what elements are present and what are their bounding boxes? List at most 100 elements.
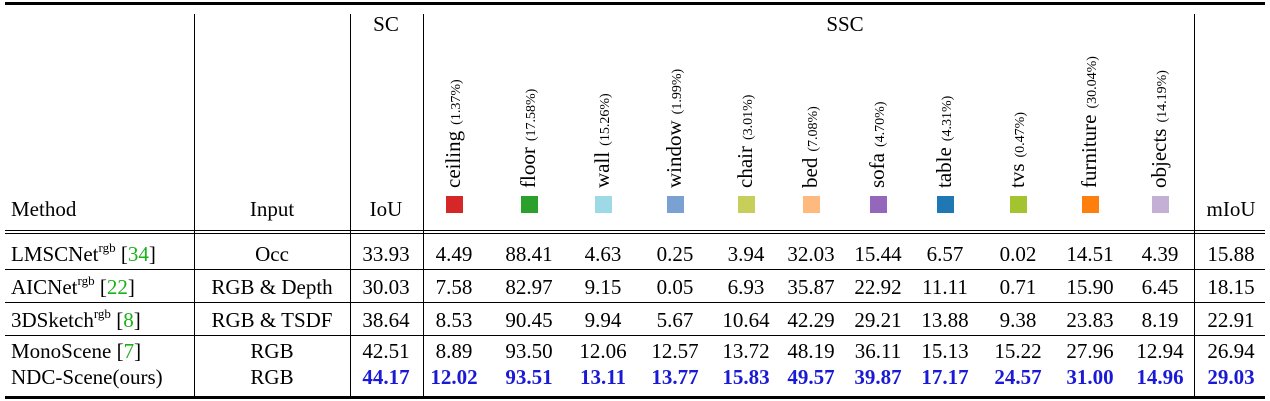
ssc-group-header: SSC [826, 12, 864, 36]
class-iou-cell: 4.63 [584, 242, 622, 266]
class-iou-cell: 3.94 [727, 242, 765, 266]
class-iou-cell: 15.22 [994, 339, 1042, 363]
sc-group-header: SC [373, 12, 399, 36]
class-iou-cell: 82.97 [505, 275, 553, 299]
iou-cell: 42.51 [362, 339, 410, 363]
class-color-swatch [937, 196, 954, 213]
class-header-window: window (1.99%) [662, 68, 686, 188]
class-percentage: (1.37%) [449, 79, 464, 125]
class-iou-cell: 90.45 [505, 308, 553, 332]
class-iou-cell: 9.15 [584, 275, 622, 299]
method-cell: 3DSketchrgb [8] [11, 306, 141, 332]
method-name: NDC-Scene(ours) [11, 365, 163, 389]
class-percentage: (17.58%) [524, 88, 539, 142]
method-cell: NDC-Scene(ours) [11, 367, 163, 388]
method-superscript: rgb [98, 240, 116, 255]
class-iou-cell: 17.17 [921, 365, 969, 389]
method-name: MonoScene [11, 339, 112, 363]
class-name: wall [590, 151, 614, 188]
iou-cell: 44.17 [362, 365, 410, 389]
bottom-rule [5, 396, 1265, 399]
class-iou-cell: 31.00 [1066, 365, 1114, 389]
class-iou-cell: 15.83 [722, 365, 770, 389]
row-rule-1 [5, 269, 1265, 270]
class-iou-cell: 93.50 [505, 339, 553, 363]
col-rule-input [350, 14, 351, 396]
class-name: objects [1147, 128, 1171, 188]
iou-cell: 38.64 [362, 308, 410, 332]
class-percentage: (1.99%) [670, 68, 685, 115]
class-color-swatch [870, 196, 887, 213]
class-name: sofa [865, 153, 889, 188]
class-header-table: table (4.31%) [932, 95, 956, 188]
class-percentage: (4.31%) [940, 95, 955, 142]
class-iou-cell: 0.05 [656, 275, 694, 299]
class-iou-cell: 6.45 [1141, 275, 1179, 299]
class-iou-cell: 6.93 [727, 275, 765, 299]
citation-link[interactable]: 22 [106, 275, 128, 299]
input-header: Input [249, 197, 295, 221]
class-name: floor [516, 147, 540, 188]
input-cell: RGB [250, 365, 294, 389]
miou-cell: 26.94 [1207, 339, 1255, 363]
class-color-swatch [1010, 196, 1027, 213]
class-iou-cell: 48.19 [787, 339, 835, 363]
method-name: AICNet [11, 275, 78, 299]
class-color-swatch [738, 196, 755, 213]
top-rule [5, 2, 1265, 5]
class-percentage: (30.04%) [1085, 56, 1100, 109]
class-iou-cell: 6.57 [926, 242, 964, 266]
col-rule-method [194, 14, 195, 396]
class-color-swatch [1082, 196, 1099, 213]
class-header-sofa: sofa (4.70%) [865, 102, 889, 189]
class-header-chair: chair (3.01%) [733, 95, 757, 188]
method-superscript: rgb [93, 306, 111, 321]
class-name: chair [733, 146, 757, 188]
citation-link[interactable]: 7 [123, 339, 135, 363]
miou-header: mIoU [1206, 197, 1256, 221]
iou-cell: 30.03 [362, 275, 410, 299]
class-iou-cell: 32.03 [787, 242, 835, 266]
class-header-furniture: furniture (30.04%) [1077, 56, 1101, 188]
class-iou-cell: 12.94 [1136, 339, 1184, 363]
method-cell: MonoScene [7] [11, 339, 142, 363]
input-cell: Occ [255, 242, 289, 266]
method-superscript: rgb [77, 273, 95, 288]
col-rule-ssc [1194, 14, 1195, 396]
class-iou-cell: 4.49 [435, 242, 473, 266]
class-color-swatch [521, 196, 538, 213]
class-iou-cell: 9.94 [584, 308, 622, 332]
class-header-wall: wall (15.26%) [590, 93, 614, 188]
iou-header: IoU [369, 197, 403, 221]
class-iou-cell: 49.57 [787, 365, 835, 389]
class-iou-cell: 13.77 [651, 365, 699, 389]
citation-link[interactable]: 8 [123, 308, 134, 332]
method-cell: AICNetrgb [22] [11, 273, 135, 299]
class-iou-cell: 14.96 [1136, 365, 1184, 389]
class-iou-cell: 15.13 [921, 339, 969, 363]
class-iou-cell: 8.89 [435, 339, 473, 363]
citation-link[interactable]: 34 [127, 242, 149, 266]
input-cell: RGB [250, 339, 294, 363]
class-percentage: (0.47%) [1013, 111, 1028, 158]
col-rule-sc [423, 14, 424, 396]
class-iou-cell: 4.39 [1141, 242, 1179, 266]
miou-cell: 29.03 [1207, 365, 1255, 389]
class-iou-cell: 24.57 [994, 365, 1042, 389]
class-iou-cell: 15.90 [1066, 275, 1114, 299]
class-iou-cell: 36.11 [854, 339, 902, 363]
class-iou-cell: 0.02 [999, 242, 1037, 266]
class-color-swatch [803, 196, 820, 213]
input-cell: RGB & TSDF [211, 308, 333, 332]
miou-cell: 22.91 [1207, 308, 1255, 332]
class-color-swatch [667, 196, 684, 213]
method-cell: LMSCNetrgb [34] [11, 240, 156, 266]
miou-cell: 18.15 [1207, 275, 1255, 299]
class-iou-cell: 93.51 [505, 365, 553, 389]
class-iou-cell: 88.41 [505, 242, 553, 266]
class-iou-cell: 22.92 [854, 275, 902, 299]
class-iou-cell: 15.44 [854, 242, 902, 266]
class-name: tvs [1005, 163, 1029, 188]
class-iou-cell: 13.88 [921, 308, 969, 332]
class-name: table [932, 147, 956, 188]
